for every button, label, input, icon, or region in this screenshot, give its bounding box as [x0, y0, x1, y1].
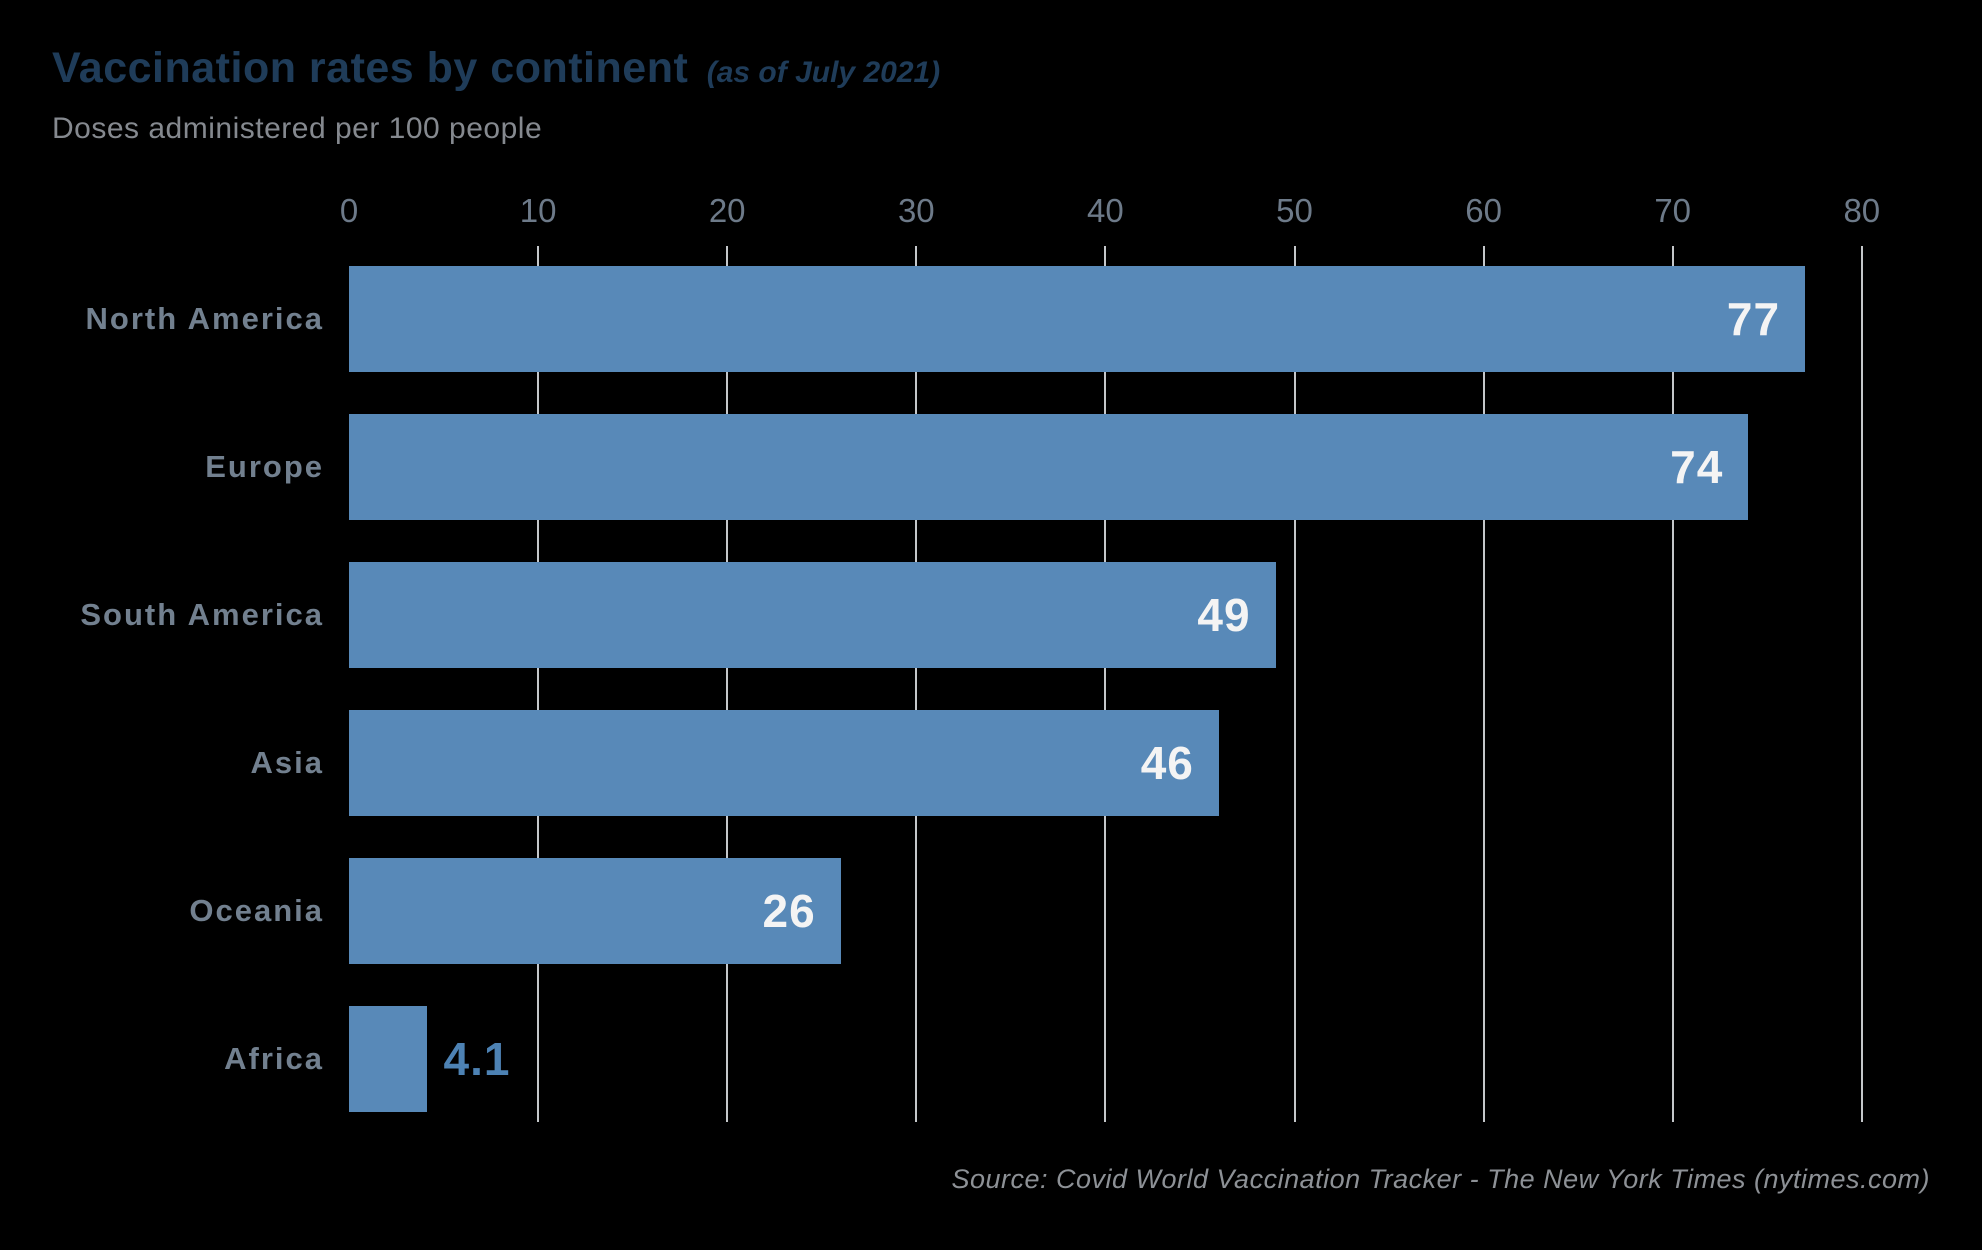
- bar-africa: [349, 1006, 427, 1112]
- gridline-80: [1860, 246, 1863, 1122]
- value-label-north-america: 77: [1726, 293, 1781, 345]
- bar-row-oceania: Oceania 26: [0, 858, 1982, 964]
- bar-row-africa: Africa 4.1: [0, 1006, 1982, 1112]
- value-label-africa: 4.1: [443, 1033, 511, 1085]
- bar-asia: 46: [349, 710, 1219, 816]
- x-tick-label-80: 80: [1843, 192, 1881, 229]
- value-label-oceania: 26: [762, 885, 816, 937]
- value-label-south-america: 49: [1197, 589, 1251, 641]
- gridline-70: [1671, 246, 1674, 1122]
- bar-row-south-america: South America 49: [0, 562, 1982, 668]
- x-tick-label-10: 10: [519, 192, 557, 229]
- chart-title: Vaccination rates by continent: [52, 44, 689, 92]
- category-label-europe: Europe: [205, 449, 324, 484]
- category-label-oceania: Oceania: [189, 893, 324, 928]
- chart-header: Vaccination rates by continent (as of Ju…: [52, 44, 940, 93]
- x-tick-label-40: 40: [1087, 192, 1124, 229]
- chart-subtitle: Doses administered per 100 people: [52, 112, 543, 145]
- x-tick-label-20: 20: [708, 192, 746, 229]
- x-tick-label-50: 50: [1276, 192, 1313, 229]
- chart-title-date: (as of July 2021): [706, 56, 941, 89]
- category-label-south-america: South America: [80, 597, 324, 632]
- bar-row-europe: Europe 74: [0, 414, 1982, 520]
- category-label-asia: Asia: [250, 745, 324, 780]
- value-label-europe: 74: [1670, 441, 1724, 493]
- x-tick-label-60: 60: [1465, 192, 1502, 229]
- gridline-60: [1482, 246, 1485, 1122]
- gridline-40: [1104, 246, 1107, 1122]
- x-tick-label-30: 30: [897, 192, 935, 229]
- bar-row-north-america: North America 77: [0, 266, 1982, 372]
- category-label-north-america: North America: [85, 301, 324, 336]
- gridline-30: [915, 246, 918, 1122]
- gridline-10: [537, 246, 540, 1122]
- category-label-africa: Africa: [224, 1041, 324, 1076]
- bar-north-america: 77: [349, 266, 1806, 372]
- source-attribution: Source: Covid World Vaccination Tracker …: [951, 1164, 1930, 1194]
- x-tick-label-70: 70: [1654, 192, 1692, 229]
- bar-row-asia: Asia 46: [0, 710, 1982, 816]
- gridline-20: [726, 246, 729, 1122]
- bar-south-america: 49: [349, 562, 1276, 668]
- bar-europe: 74: [349, 414, 1749, 520]
- x-tick-label-0: 0: [339, 192, 359, 229]
- gridline-50: [1293, 246, 1296, 1122]
- value-label-asia: 46: [1140, 737, 1194, 789]
- bar-oceania: 26: [349, 858, 841, 964]
